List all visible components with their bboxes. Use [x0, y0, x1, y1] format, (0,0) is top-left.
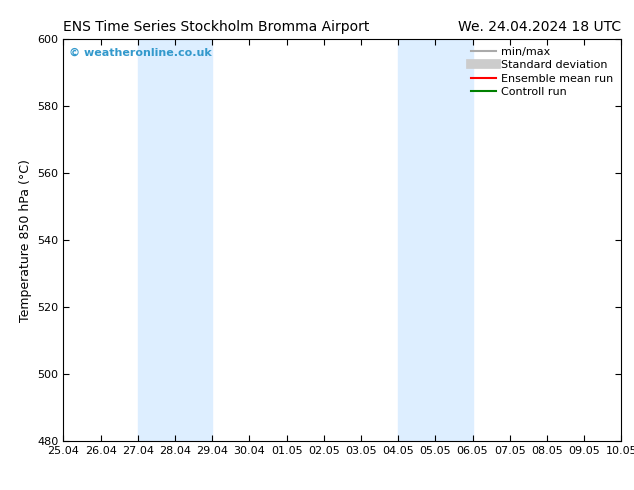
Y-axis label: Temperature 850 hPa (°C): Temperature 850 hPa (°C)	[19, 159, 32, 321]
Text: ENS Time Series Stockholm Bromma Airport: ENS Time Series Stockholm Bromma Airport	[63, 20, 370, 34]
Bar	[138, 39, 212, 441]
Text: We. 24.04.2024 18 UTC: We. 24.04.2024 18 UTC	[458, 20, 621, 34]
Text: © weatheronline.co.uk: © weatheronline.co.uk	[69, 47, 212, 57]
Bar	[398, 39, 472, 441]
Legend: min/max, Standard deviation, Ensemble mean run, Controll run: min/max, Standard deviation, Ensemble me…	[467, 43, 618, 101]
